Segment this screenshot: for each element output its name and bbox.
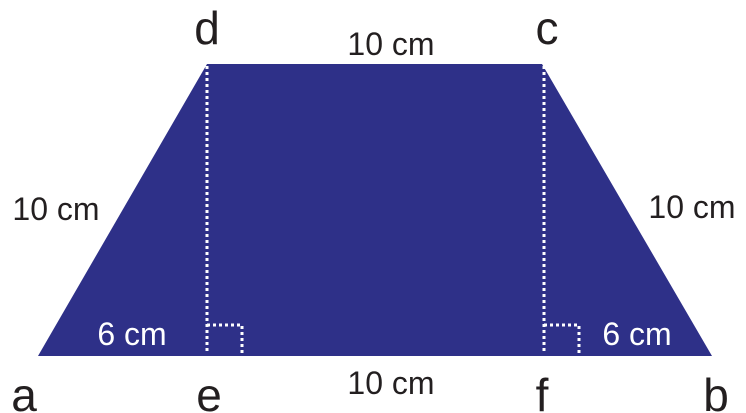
vertex-label-e: e [196,369,222,413]
trapezoid-shape [38,64,712,356]
bottom-side-measure: 10 cm [347,365,434,401]
left-side-measure: 10 cm [12,191,99,227]
vertex-label-f: f [536,369,549,413]
right-angle-marker-e [207,323,244,354]
vertex-label-b: b [703,369,729,413]
vertex-label-a: a [11,369,37,413]
right-angle-marker-f [544,323,581,354]
right-base-segment-measure: 6 cm [602,316,671,352]
vertex-label-c: c [536,2,559,54]
vertex-label-d: d [194,2,220,54]
left-base-segment-measure: 6 cm [97,316,166,352]
right-side-measure: 10 cm [648,189,735,225]
top-side-measure: 10 cm [347,26,434,62]
